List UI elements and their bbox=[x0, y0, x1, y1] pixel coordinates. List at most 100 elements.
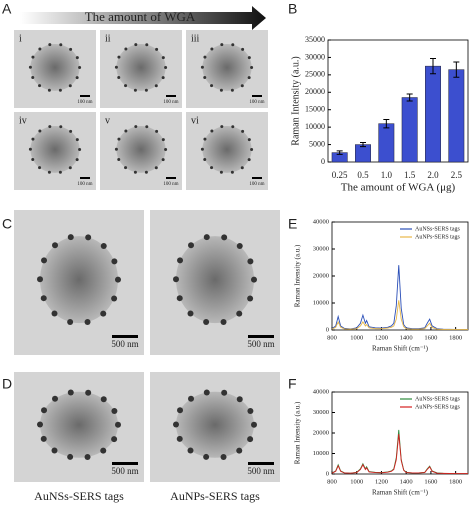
particle bbox=[133, 88, 137, 92]
scale-bar bbox=[166, 95, 176, 97]
particle bbox=[145, 125, 149, 129]
particle bbox=[38, 166, 42, 170]
x-axis-label: The amount of WGA (μg) bbox=[341, 182, 456, 194]
scale-bar bbox=[112, 335, 138, 338]
series-line bbox=[331, 433, 468, 475]
panel-label: E bbox=[288, 216, 297, 232]
particle bbox=[100, 396, 107, 403]
x-tick-label: 2.5 bbox=[451, 170, 463, 180]
particle bbox=[38, 84, 42, 88]
particle bbox=[250, 147, 254, 151]
bar bbox=[378, 123, 395, 163]
bar bbox=[425, 65, 441, 163]
particle bbox=[75, 158, 79, 162]
scale-label: 100 nm bbox=[77, 182, 92, 187]
particle bbox=[111, 295, 118, 302]
scale-bar bbox=[252, 95, 262, 97]
scale-bar bbox=[248, 462, 274, 465]
x-tick-label: 1.5 bbox=[404, 170, 416, 180]
particle bbox=[200, 147, 204, 151]
y-tick-label: 5000 bbox=[309, 139, 325, 148]
particle bbox=[58, 170, 62, 174]
particle bbox=[247, 407, 254, 414]
x-tick-label: 1200 bbox=[375, 478, 388, 485]
particle bbox=[164, 147, 168, 151]
particle bbox=[247, 436, 254, 443]
particle bbox=[247, 76, 251, 80]
x-tick-label: 1.0 bbox=[381, 170, 393, 180]
y-tick-label: 40000 bbox=[313, 218, 329, 225]
particle bbox=[210, 84, 214, 88]
particle bbox=[69, 129, 73, 133]
particle bbox=[40, 295, 47, 302]
particle bbox=[220, 319, 227, 326]
y-axis-label: Raman Intensity (a.u.) bbox=[290, 56, 301, 145]
particle bbox=[247, 295, 254, 302]
x-tick-label: 1400 bbox=[400, 478, 413, 485]
y-tick-label: 25000 bbox=[305, 70, 325, 79]
cell bbox=[202, 126, 252, 173]
y-tick-label: 15000 bbox=[305, 105, 325, 114]
particle bbox=[203, 234, 210, 241]
particle bbox=[111, 258, 118, 265]
particle bbox=[187, 447, 194, 454]
error-bar bbox=[336, 150, 343, 155]
particle bbox=[117, 137, 121, 141]
particle bbox=[203, 453, 210, 460]
particle bbox=[37, 421, 44, 428]
particle bbox=[117, 75, 121, 79]
particle bbox=[75, 138, 79, 142]
x-tick-label: 1000 bbox=[350, 334, 363, 341]
scale-bar bbox=[112, 462, 138, 465]
particle bbox=[84, 453, 91, 460]
cell bbox=[202, 44, 252, 91]
scale-bar bbox=[252, 177, 262, 179]
particle bbox=[155, 47, 159, 51]
particle bbox=[78, 147, 82, 151]
particle bbox=[59, 43, 63, 47]
particle bbox=[124, 129, 128, 133]
error-bar bbox=[360, 141, 366, 148]
particle bbox=[177, 407, 184, 414]
particle bbox=[41, 257, 48, 264]
y-tick-label: 40000 bbox=[313, 388, 329, 395]
particle bbox=[48, 43, 52, 47]
x-tick-label: 0.5 bbox=[357, 170, 369, 180]
particle bbox=[177, 257, 184, 264]
particle bbox=[67, 389, 74, 396]
cell bbox=[30, 44, 80, 91]
error-bar bbox=[406, 93, 413, 102]
y-tick-label: 20000 bbox=[313, 272, 329, 279]
particle bbox=[124, 84, 128, 88]
wga-arrow bbox=[20, 6, 266, 30]
particle bbox=[117, 157, 121, 161]
particle bbox=[37, 276, 44, 283]
cell bbox=[116, 44, 166, 91]
x-axis-label: Raman Shift (cm⁻¹) bbox=[372, 489, 429, 497]
x-tick-label: 1800 bbox=[449, 334, 462, 341]
particle bbox=[58, 88, 62, 92]
column-label: AuNPs-SERS tags bbox=[170, 489, 260, 503]
particle bbox=[78, 65, 82, 69]
x-axis-label: Raman Shift (cm⁻¹) bbox=[372, 345, 429, 353]
particle bbox=[115, 276, 121, 283]
particle bbox=[230, 170, 234, 174]
particle bbox=[31, 75, 35, 79]
scale-label: 500 nm bbox=[111, 466, 138, 476]
particle bbox=[48, 125, 52, 129]
particle bbox=[161, 138, 165, 142]
legend-label: AuNPs-SERS tags bbox=[415, 404, 461, 410]
error-bar bbox=[383, 118, 390, 129]
plot-frame bbox=[327, 39, 469, 163]
particle bbox=[31, 157, 35, 161]
particle bbox=[28, 65, 32, 69]
particle bbox=[173, 276, 180, 283]
particle bbox=[220, 453, 227, 460]
x-tick-label: 0.25 bbox=[332, 170, 348, 180]
particle bbox=[115, 421, 121, 428]
particle bbox=[40, 435, 47, 442]
particle bbox=[47, 170, 51, 174]
x-tick-label: 1800 bbox=[449, 478, 462, 485]
particle bbox=[203, 318, 210, 325]
particle bbox=[247, 258, 254, 265]
